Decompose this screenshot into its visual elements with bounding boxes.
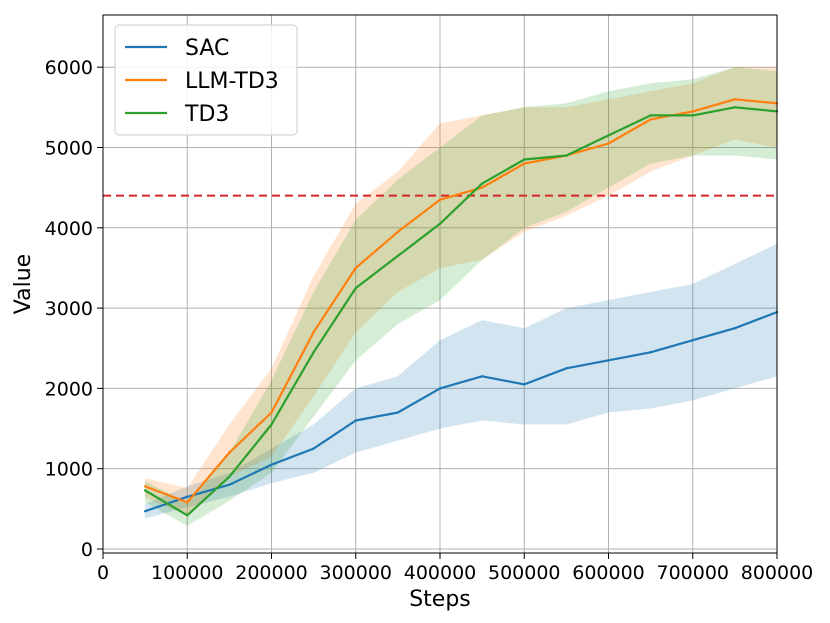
td3-point [270,423,273,426]
y-tick-label: 2000 [45,378,93,400]
llm-td3-point [438,198,442,201]
llm-td3-band [145,67,778,516]
llm-td3-point [607,142,610,145]
llm-td3-point [143,485,147,488]
llm-td3-point [186,501,189,504]
x-tick-label: 100000 [151,562,224,584]
sac-point [354,419,357,422]
y-tick-label: 3000 [45,298,93,320]
x-tick-label: 700000 [656,562,729,584]
td3-point [691,114,694,117]
legend: SAC LLM-TD3 TD3 [114,24,298,136]
llm-td3-point [523,162,526,165]
td3-point [523,158,526,161]
sac-point [270,463,273,466]
llm-td3-point [354,266,357,270]
x-tick-label: 400000 [404,562,477,584]
x-tick-label: 500000 [488,562,561,584]
td3-point [396,254,400,258]
sac-point [607,359,610,362]
legend-entry: LLM-TD3 [185,69,279,94]
llm-td3-point [312,330,315,334]
legend-box [114,24,298,136]
sac-point [143,510,147,513]
td3-point [649,114,652,117]
sac-point [396,411,400,414]
llm-td3-point [691,110,694,113]
sac-point [480,375,484,378]
td3-line [144,106,778,517]
llm-td3-point [396,230,400,234]
sac-line [144,311,778,513]
sac-point [733,326,737,330]
series-lines [143,98,779,517]
sac-point [228,483,231,486]
td3-point [228,475,231,478]
llm-td3-point [480,186,484,189]
sac-band [145,243,778,519]
x-tick-label: 0 [97,562,109,584]
y-tick-label: 1000 [45,459,93,481]
legend-entry: SAC [185,36,229,61]
td3-point [607,134,610,137]
x-tick-label: 300000 [319,562,392,584]
llm-td3-point [228,451,231,454]
x-tick-label: 800000 [741,562,814,584]
tick-layer: 0 100000 200000 300000 400000 500000 600000 700… [45,57,814,584]
x-axis-label: Steps [409,587,471,612]
y-tick-label: 4000 [45,218,93,240]
td3-point [438,222,442,225]
td3-point [186,514,189,517]
sac-point [186,495,189,498]
x-tick-label: 200000 [235,562,308,584]
sac-point [312,447,315,450]
legend-entry: TD3 [184,102,229,127]
x-tick-label: 600000 [572,562,645,584]
sac-point [649,351,652,354]
td3-point [480,182,484,185]
sac-point [565,367,568,370]
td3-point [354,286,357,290]
sac-point [438,387,442,390]
llm-td3-point [649,118,652,121]
td3-point [733,106,737,109]
llm-td3-point [733,98,737,101]
y-tick-label: 5000 [45,137,93,159]
llm-td3-point [270,411,273,414]
td3-point [565,154,568,157]
confidence-bands [145,67,778,526]
y-axis-label: Value [11,254,36,314]
td3-band [145,67,778,526]
y-tick-label: 6000 [45,57,93,79]
sac-point [523,383,526,386]
y-tick-label: 0 [81,539,93,561]
td3-point [312,351,315,354]
td3-point [143,489,147,492]
sac-point [691,339,694,342]
